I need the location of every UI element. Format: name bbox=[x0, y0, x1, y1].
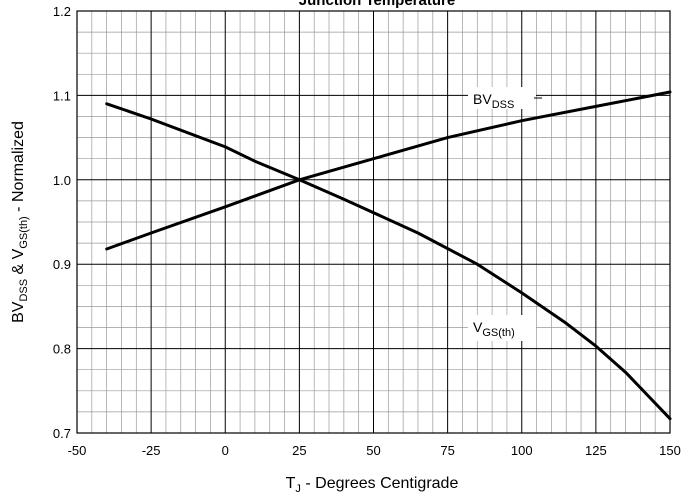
y-axis-label-s2: GS(th) bbox=[18, 216, 30, 248]
x-axis-label-sub: J bbox=[295, 483, 301, 495]
x-tick-label: -25 bbox=[142, 443, 161, 458]
bvdss-callout: BVDSS bbox=[468, 87, 542, 111]
series-layer bbox=[105, 90, 672, 421]
bvdss-callout-main: BV bbox=[473, 91, 492, 107]
plot-frame bbox=[76, 10, 671, 434]
y-axis-label-p1: BV bbox=[10, 301, 27, 323]
vgsth-callout: VGS(th) bbox=[468, 315, 536, 341]
y-tick-label: 1.2 bbox=[53, 4, 71, 19]
grid bbox=[76, 10, 671, 434]
x-tick-label: 75 bbox=[440, 443, 454, 458]
vgsth-callout-main: V bbox=[473, 319, 483, 335]
svg-text:BVDSS: BVDSS bbox=[473, 91, 514, 111]
y-tick-label: 1.0 bbox=[53, 173, 71, 188]
y-tick-label: 0.9 bbox=[53, 257, 71, 272]
y-tick-label: 0.8 bbox=[53, 342, 71, 357]
series-line-vgsth bbox=[105, 102, 672, 421]
y-tick-label: 1.1 bbox=[53, 88, 71, 103]
chart-title: Junction Temperature bbox=[299, 0, 455, 9]
x-tick-label: 50 bbox=[366, 443, 380, 458]
y-axis-label-s1: DSS bbox=[18, 279, 30, 302]
bvdss-callout-sub: DSS bbox=[492, 99, 515, 111]
x-axis-label: TJ - Degrees Centigrade bbox=[286, 475, 459, 495]
vgsth-callout-sub: GS(th) bbox=[482, 327, 514, 339]
y-axis-ticks: 0.7 0.8 0.9 1.0 1.1 1.2 bbox=[53, 4, 71, 441]
x-tick-label: 25 bbox=[292, 443, 306, 458]
svg-text:VGS(th): VGS(th) bbox=[473, 319, 515, 339]
x-tick-label: 125 bbox=[585, 443, 607, 458]
x-axis-label-main: T bbox=[286, 475, 296, 492]
y-axis-label-p2: & V bbox=[10, 248, 27, 279]
y-tick-label: 0.7 bbox=[53, 426, 71, 441]
x-tick-label: 150 bbox=[659, 443, 681, 458]
x-tick-label: -50 bbox=[68, 443, 87, 458]
y-axis-label-p3: - Normalized bbox=[10, 121, 27, 216]
x-axis-ticks: -50 -25 0 25 50 75 100 125 150 bbox=[68, 443, 681, 458]
y-axis-label: BVDSS & VGS(th) - Normalized bbox=[10, 121, 30, 323]
x-tick-label: 0 bbox=[222, 443, 229, 458]
x-tick-label: 100 bbox=[511, 443, 533, 458]
series-line-bvdss bbox=[105, 90, 672, 251]
x-axis-label-rest: - Degrees Centigrade bbox=[301, 475, 459, 492]
